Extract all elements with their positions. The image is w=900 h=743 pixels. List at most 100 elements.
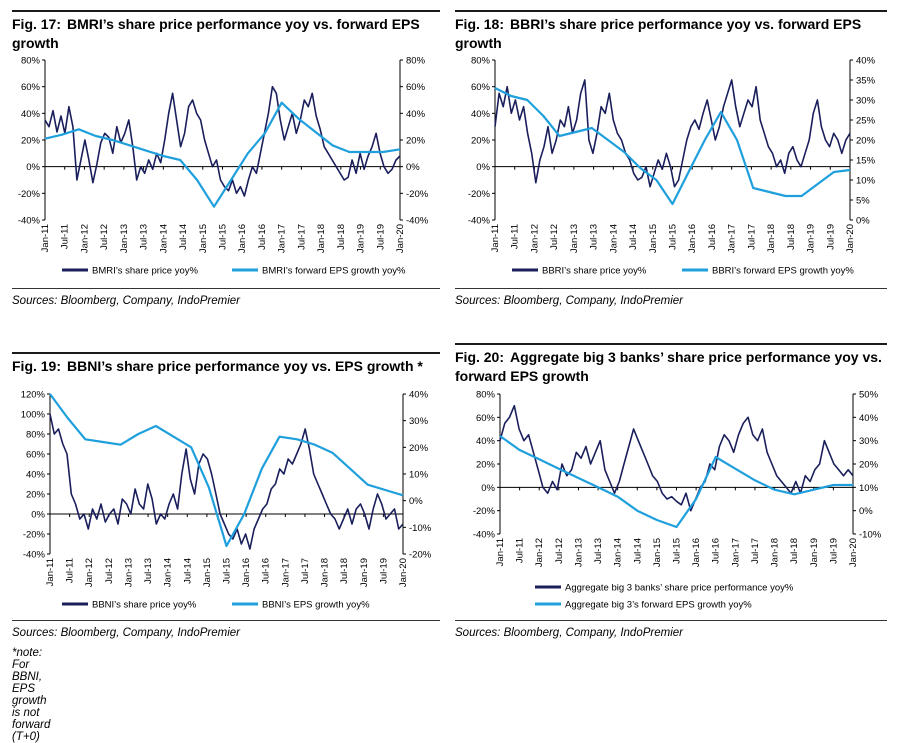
x-tick-label: Jan-14 — [608, 224, 619, 253]
y-tick-label-right: 0% — [406, 162, 420, 173]
figure-number: Fig. 19: — [12, 358, 62, 374]
y-tick-label-right: 20% — [859, 460, 879, 471]
x-tick-label: Jul-18 — [339, 558, 350, 584]
y-tick-label-left: 120% — [21, 390, 46, 401]
x-tick-label: Jul-12 — [104, 558, 115, 584]
x-tick-label: Jul-12 — [99, 224, 110, 250]
x-tick-label: Jan-12 — [529, 224, 540, 253]
figure-source: Sources: Bloomberg, Company, IndoPremier — [455, 620, 887, 639]
y-tick-label-right: 20% — [406, 136, 426, 147]
x-tick-label: Jul-11 — [65, 558, 76, 583]
x-tick-label: Jul-17 — [750, 538, 761, 564]
y-tick-label-right: 40% — [409, 390, 429, 401]
x-tick-label: Jul-11 — [60, 224, 71, 249]
y-tick-label-right: 0% — [859, 506, 873, 517]
x-tick-label: Jan-15 — [202, 558, 213, 587]
y-tick-label-left: 80% — [21, 56, 41, 67]
x-tick-label: Jan-18 — [770, 538, 781, 567]
y-tick-label-right: 35% — [856, 76, 876, 87]
x-tick-label: Jul-15 — [218, 224, 229, 250]
series-line-share-price — [49, 413, 404, 550]
x-tick-label: Jul-13 — [139, 224, 150, 250]
x-tick-label: Jul-19 — [825, 224, 836, 250]
x-tick-label: Jan-14 — [163, 558, 174, 587]
y-tick-label-right: 25% — [856, 116, 876, 127]
x-tick-label: Jan-18 — [316, 224, 327, 253]
x-tick-label: Jul-16 — [707, 224, 718, 250]
y-tick-label-right: 30% — [859, 436, 879, 447]
x-tick-label: Jan-11 — [490, 224, 501, 252]
x-tick-label: Jul-17 — [296, 224, 307, 250]
x-tick-label: Jul-15 — [668, 224, 679, 250]
y-tick-label-left: 60% — [26, 450, 46, 461]
x-tick-label: Jul-13 — [589, 224, 600, 250]
figure-source: Sources: Bloomberg, Company, IndoPremier — [12, 288, 440, 307]
y-tick-label-right: 20% — [409, 443, 429, 454]
x-tick-label: Jan-12 — [84, 558, 95, 587]
x-tick-label: Jan-20 — [398, 558, 409, 587]
x-tick-label: Jul-14 — [178, 224, 189, 250]
y-tick-label-right: 40% — [859, 413, 879, 424]
y-tick-label-left: -40% — [23, 550, 46, 561]
legend-label: Aggregate big 3’s forward EPS growth yoy… — [565, 600, 752, 611]
y-tick-label-left: 20% — [471, 136, 491, 147]
x-tick-label: Jul-15 — [222, 558, 233, 584]
x-tick-label: Jul-16 — [261, 558, 272, 584]
x-tick-label: Jul-18 — [336, 224, 347, 250]
x-tick-label: Jan-16 — [691, 538, 702, 567]
x-tick-label: Jul-18 — [789, 538, 800, 564]
x-tick-label: Jan-13 — [123, 558, 134, 587]
series-line-share-price — [499, 404, 854, 512]
series-line-eps-growth — [49, 393, 404, 548]
y-tick-label-left: 80% — [476, 390, 496, 401]
x-tick-label: Jul-16 — [257, 224, 268, 250]
y-tick-label-left: 20% — [476, 460, 496, 471]
x-tick-label: Jan-20 — [848, 538, 859, 567]
x-tick-label: Jul-12 — [554, 538, 565, 564]
y-tick-label-left: -20% — [473, 506, 496, 517]
x-tick-label: Jul-14 — [628, 224, 639, 250]
x-tick-label: Jan-13 — [573, 538, 584, 567]
legend-label: BMRI’s forward EPS growth yoy% — [262, 266, 406, 277]
x-tick-label: Jan-17 — [280, 558, 291, 587]
x-tick-label: Jan-12 — [79, 224, 90, 253]
x-tick-label: Jul-19 — [378, 558, 389, 584]
x-tick-label: Jul-13 — [593, 538, 604, 564]
x-tick-label: Jul-12 — [549, 224, 560, 250]
figure-note: *note: For BBNI, EPS growth is not forwa… — [12, 647, 51, 743]
y-tick-label-right: 10% — [856, 176, 876, 187]
y-tick-label-right: 30% — [856, 96, 876, 107]
y-tick-label-right: 0% — [856, 216, 870, 227]
x-tick-label: Jul-19 — [828, 538, 839, 564]
y-tick-label-right: 15% — [856, 156, 876, 167]
chart-bmri: -40% -20% 0% 20% 40% 60% 80% -40% -20% 0% 20% 40% 60… — [18, 56, 429, 277]
x-tick-label: Jan-19 — [359, 558, 370, 587]
legend-label: BMRI’s share price yoy% — [92, 266, 198, 277]
y-tick-label-right: 10% — [859, 483, 879, 494]
figure-source: Sources: Bloomberg, Company, IndoPremier — [12, 620, 440, 639]
x-tick-label: Jul-14 — [632, 538, 643, 564]
y-tick-label-left: 40% — [476, 436, 496, 447]
y-tick-label-right: -20% — [406, 189, 429, 200]
y-tick-label-left: 0% — [31, 510, 45, 521]
figure-number: Fig. 20: — [455, 349, 505, 365]
y-tick-label-left: 40% — [471, 109, 491, 120]
series-line-eps-growth — [499, 435, 853, 529]
x-tick-label: Jan-16 — [687, 224, 698, 253]
x-tick-label: Jan-16 — [237, 224, 248, 253]
x-tick-label: Jan-13 — [119, 224, 130, 253]
x-tick-label: Jan-11 — [45, 558, 56, 586]
x-tick-label: Jan-12 — [534, 538, 545, 567]
series-line-eps-growth — [494, 87, 851, 206]
figure-source: Sources: Bloomberg, Company, IndoPremier — [455, 288, 887, 307]
figure-title: Fig. 18: BBRI’s share price performance y… — [455, 10, 887, 53]
y-tick-label-right: -10% — [409, 523, 432, 534]
x-tick-label: Jan-13 — [569, 224, 580, 253]
x-tick-label: Jan-19 — [809, 538, 820, 567]
y-tick-label-left: 40% — [21, 109, 41, 120]
figure-title: Fig. 20: Aggregate big 3 banks’ share pri… — [455, 343, 887, 386]
x-tick-label: Jan-15 — [652, 538, 663, 567]
x-tick-label: Jan-14 — [158, 224, 169, 253]
y-tick-label-left: 100% — [21, 410, 46, 421]
figure-number: Fig. 18: — [455, 16, 505, 32]
